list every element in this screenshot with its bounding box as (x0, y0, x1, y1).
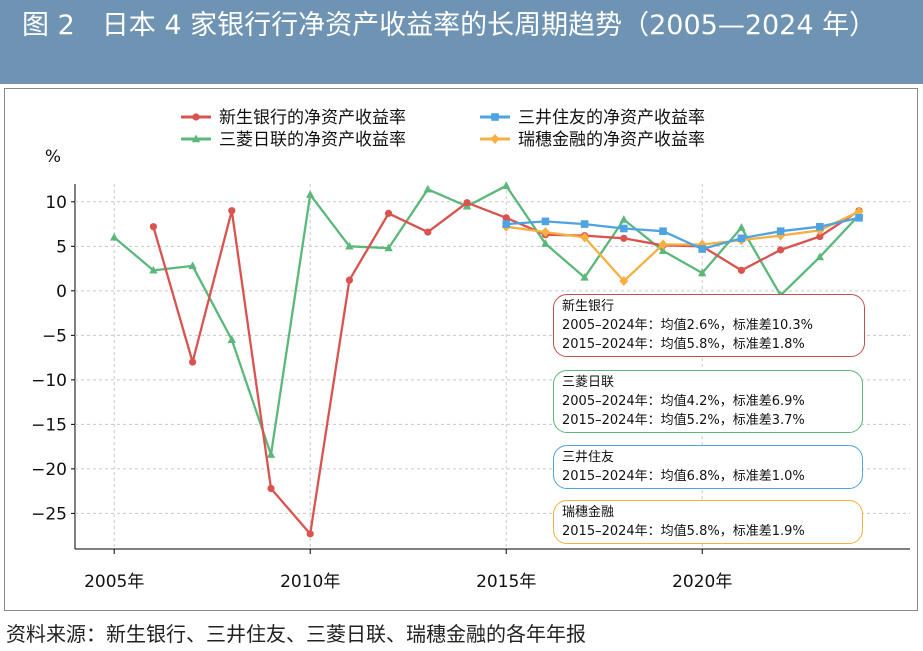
source-note: 资料来源：新生银行、三井住友、三菱日联、瑞穗金融的各年年报 (6, 622, 586, 646)
smbc-point (541, 217, 550, 226)
mufg-point (384, 243, 393, 252)
annotation-smbc-line-1: 2015–2024年：均值6.8%，标准差1.0% (562, 469, 805, 484)
shinsei-point (345, 276, 354, 284)
mufg-point (619, 215, 629, 223)
mufg-point (188, 261, 197, 270)
smbc-point (698, 245, 707, 253)
smbc-series-line (506, 216, 860, 251)
legend-label-mufg: 三菱日联的净资产收益率 (219, 130, 406, 150)
mizuho-point (580, 232, 590, 243)
annotation-smbc-line-0: 三井住友 (562, 450, 615, 465)
annotation-shinsei-line-1: 2005–2024年：均值2.6%，标准差10.3% (562, 318, 813, 333)
annotation-smbc: 三井住友 2015–2024年：均值6.8%，标准差1.0% (553, 445, 863, 489)
shinsei-point (189, 358, 197, 366)
annotation-mufg: 三菱日联 2005–2024年：均值4.2%，标准差6.9% 2015–2024… (553, 370, 863, 433)
smbc-point (620, 224, 628, 233)
mizuho-series-line (506, 210, 860, 283)
line-chart: 10 5 0 −5 −10 −15 −20 −25% 2005年 2010年 2015年 2020年 新… (31, 108, 910, 592)
smbc-point (580, 220, 589, 228)
annotation-mufg-line-2: 2015–2024年：均值5.2%，标准差3.7% (562, 413, 805, 428)
chart-title: 图 2 日本 4 家银行行净资产收益率的长周期趋势（2005—2024 年） (22, 10, 877, 41)
annotation-mufg-line-1: 2005–2024年：均值4.2%，标准差6.9% (562, 394, 805, 409)
mufg-point (737, 223, 746, 231)
smbc-point (659, 227, 667, 235)
y-tick-label: −20 (31, 460, 67, 480)
shinsei-point (816, 232, 824, 241)
chart-frame: 10 5 0 −5 −10 −15 −20 −25% 2005年 2010年 2015年 2020年 新… (4, 88, 918, 611)
shinsei-point (149, 223, 158, 231)
legend-shinsei-point (192, 113, 200, 121)
mufg-point (266, 450, 276, 458)
x-tick-label: 2005年 (84, 572, 144, 592)
legend-smbc-point (491, 113, 499, 121)
mufg-point (345, 241, 354, 250)
x-tick-label: 2015年 (476, 572, 536, 592)
smbc-point (776, 227, 785, 235)
smbc-point (737, 234, 746, 243)
shinsei-point (777, 246, 785, 254)
annotation-mizuho-line-1: 2015–2024年：均值5.8%，标准差1.9% (562, 524, 805, 539)
annotation-mizuho: 瑞穗金融 2015–2024年：均值5.8%，标准差1.9% (553, 500, 863, 544)
mufg-point (306, 190, 315, 198)
shinsei-point (424, 228, 432, 236)
legend-mufg-point (191, 134, 201, 143)
shinsei-point (737, 266, 746, 274)
smbc-point (502, 220, 511, 228)
mufg-point (658, 246, 668, 254)
smbc-point (816, 222, 824, 231)
y-tick-label: 0 (56, 282, 67, 302)
y-tick-label: −15 (31, 415, 67, 435)
title-banner: 图 2 日本 4 家银行行净资产收益率的长周期趋势（2005—2024 年） (0, 0, 923, 84)
y-tick-label: −10 (31, 371, 67, 391)
mufg-point (502, 181, 511, 189)
shinsei-point (620, 234, 628, 242)
legend-label-mizuho: 瑞穗金融的净资产收益率 (518, 130, 705, 150)
mufg-point (815, 252, 825, 261)
smbc-point (855, 214, 863, 222)
y-tick-label: −25 (31, 504, 67, 524)
annotation-shinsei-line-2: 2015–2024年：均值5.8%，标准差1.8% (562, 337, 805, 352)
shinsei-point (228, 207, 236, 215)
x-tick-label: 2010年 (280, 572, 340, 592)
y-tick-label: −5 (42, 326, 67, 346)
shinsei-point (502, 214, 510, 222)
mufg-point (149, 265, 158, 274)
mizuho-point (619, 276, 629, 287)
mufg-point (580, 272, 589, 281)
y-tick-label: 10 (45, 193, 67, 213)
shinsei-point (463, 199, 471, 207)
mufg-point (227, 335, 237, 343)
shinsei-point (267, 484, 275, 493)
shinsei-point (385, 209, 393, 217)
shinsei-point (306, 530, 314, 538)
mufg-point (541, 239, 550, 247)
annotation-mizuho-line-0: 瑞穗金融 (562, 505, 615, 520)
mufg-point (698, 268, 707, 277)
x-tick-label: 2020年 (672, 572, 732, 592)
y-axis-unit: % (45, 147, 61, 167)
y-tick-label: 5 (56, 237, 67, 257)
mizuho-point (658, 239, 668, 250)
annotation-shinsei: 新生银行 2005–2024年：均值2.6%，标准差10.3% 2015–202… (553, 294, 865, 357)
mufg-point (110, 232, 119, 241)
annotation-mufg-line-0: 三菱日联 (562, 375, 615, 390)
legend-label-smbc: 三井住友的净资产收益率 (518, 108, 705, 128)
mizuho-point (540, 227, 550, 238)
mufg-point (423, 184, 433, 193)
annotation-shinsei-line-0: 新生银行 (562, 299, 615, 314)
mufg-series-line (113, 184, 860, 456)
legend-mizuho-point (490, 134, 500, 144)
legend-label-shinsei: 新生银行的净资产收益率 (219, 108, 406, 128)
